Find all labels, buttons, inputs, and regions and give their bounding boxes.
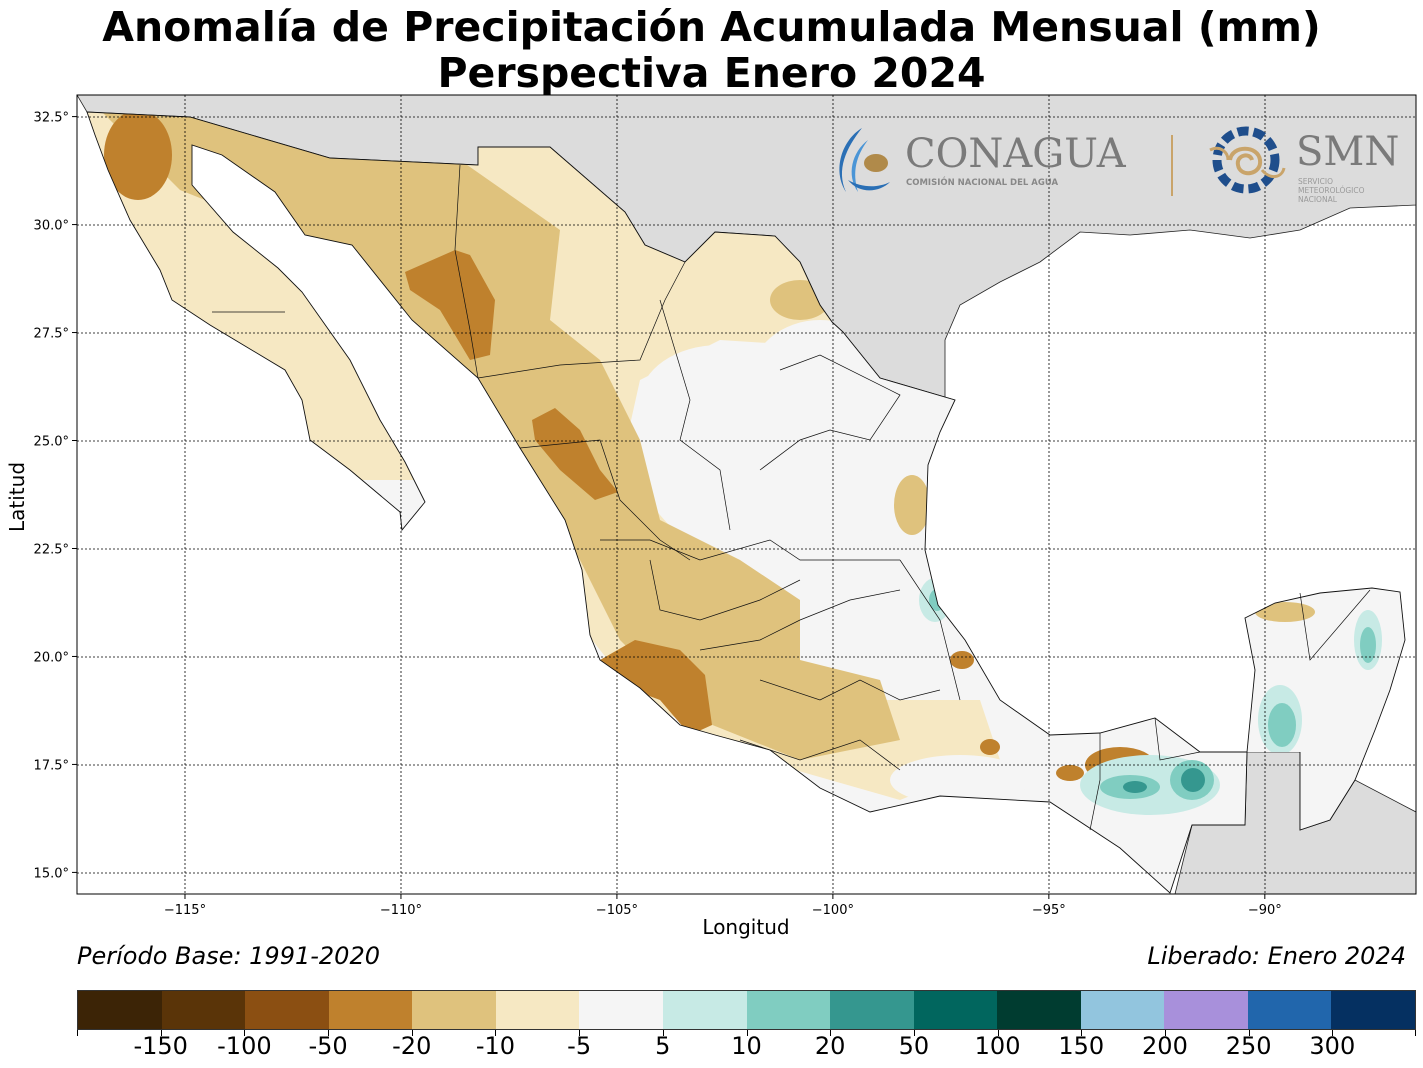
y-axis-label: Latitud [5,462,29,532]
colorbar-tick [77,1030,78,1036]
y-axis-ticks: 32.5° 30.0° 27.5° 25.0° 22.5° 20.0° 17.5° 15.0° [34,111,77,881]
y-tick-label: 25.0° [34,435,69,450]
colorbar-tick [746,1030,748,1036]
colorbar-tick [997,1030,999,1036]
smn-logo: SMN SERVICIO METEOROLÓGICO NACIONAL [1209,126,1399,204]
colorbar-segment [412,991,496,1029]
y-tick-label: 20.0° [34,650,69,665]
x-axis-label: Longitud [702,915,789,939]
colorbar-tick [495,1030,497,1036]
colorbar-label: 20 [814,1032,846,1060]
map-subtitle: Perspectiva Enero 2024 [437,49,986,97]
colorbar-label: 200 [1142,1032,1188,1060]
colorbar-label: -5 [567,1032,592,1060]
colorbar-segment [1331,991,1415,1029]
colorbar-segment [746,991,831,1029]
colorbar-label: 250 [1225,1032,1272,1060]
colorbar-tick [662,1030,664,1036]
colorbar-tick [244,1030,246,1036]
y-tick-label: 27.5° [34,327,69,342]
colorbar-segment [662,991,747,1029]
colorbar [77,990,1416,1030]
colorbar-segment [328,991,413,1029]
colorbar-segment [913,991,998,1029]
colorbar-segment [78,991,162,1029]
colorbar-label: -50 [308,1032,348,1060]
colorbar-segment [1080,991,1165,1029]
y-tick-label: 15.0° [34,866,69,881]
x-axis-ticks: −115° −110° −105° −100° −95° −90° [164,894,1282,918]
y-tick-label: 30.0° [34,219,69,234]
conagua-subtitle: COMISIÓN NACIONAL DEL AGUA [906,176,1058,188]
colorbar-segment [1164,991,1248,1029]
colorbar-tick [1164,1030,1166,1036]
conagua-logo: CONAGUA COMISIÓN NACIONAL DEL AGUA [839,128,1173,196]
gridlines [77,95,1416,894]
colorbar-label: -150 [133,1032,188,1060]
colorbar-segment [161,991,246,1029]
colorbar-tick [913,1030,915,1036]
colorbar-label: 150 [1058,1032,1105,1060]
colorbar-label: -10 [475,1032,516,1060]
smn-subtitle-3: NACIONAL [1298,195,1338,204]
colorbar-label: 10 [731,1032,762,1060]
smn-emblem-icon [1212,126,1280,194]
colorbar-label: 100 [974,1032,1021,1060]
y-tick-label: 32.5° [34,111,69,126]
colorbar-segment [245,991,329,1029]
x-tick-label: −105° [596,903,638,918]
colorbar-label: -20 [392,1032,432,1060]
y-tick-label: 22.5° [34,542,69,557]
base-period-text: Período Base: 1991-2020 [77,942,380,970]
conagua-emblem-icon [839,128,862,192]
colorbar-segment [830,991,914,1029]
y-tick-label: 17.5° [34,758,69,773]
colorbar-segment [579,991,663,1029]
smn-name: SMN [1296,129,1399,175]
colorbar-tick [1332,1030,1334,1036]
precipitation-anomaly-map: CONAGUA COMISIÓN NACIONAL DEL AGUA SMN S… [5,94,1417,939]
colorbar-tick [579,1030,581,1036]
colorbar-label: 5 [655,1032,671,1060]
map-title: Anomalía de Precipitación Acumulada Mens… [102,3,1321,51]
colorbar-segment [997,991,1081,1029]
x-tick-label: −110° [380,903,422,918]
colorbar-tick [830,1030,832,1036]
colorbar-segment [1247,991,1332,1029]
colorbar-tick [328,1030,330,1036]
x-tick-label: −115° [164,903,206,918]
x-tick-label: −95° [1032,903,1066,918]
colorbar-tick [1081,1030,1083,1036]
conagua-name: CONAGUA [905,131,1127,177]
colorbar-label: 50 [898,1032,930,1060]
colorbar-label: -100 [217,1032,272,1060]
release-date-text: Liberado: Enero 2024 [1147,942,1406,970]
colorbar-tick [411,1030,413,1036]
colorbar-label: 300 [1309,1032,1356,1060]
colorbar-tick [160,1030,162,1036]
colorbar-tick [1248,1030,1250,1036]
x-tick-label: −100° [812,903,854,918]
plot-frame [76,94,1417,895]
smn-subtitle-2: METEOROLÓGICO [1298,186,1365,195]
state-borders [212,164,1371,831]
colorbar-segment [495,991,580,1029]
colorbar-labels: -150 -100 -50 -20 -10 -5 5 10 20 50 100 150 200 250 30… [0,1030,1423,1068]
smn-subtitle-1: SERVICIO [1298,177,1333,186]
colorbar-tick [1415,1030,1416,1036]
x-tick-label: −90° [1248,903,1282,918]
